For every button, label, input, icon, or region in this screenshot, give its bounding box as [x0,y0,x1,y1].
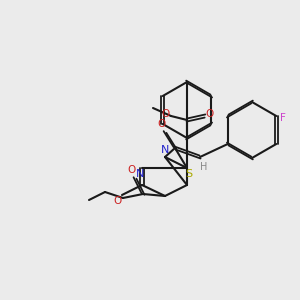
Text: O: O [206,109,214,119]
Text: H: H [200,162,208,172]
Text: N: N [161,145,169,155]
Text: O: O [158,119,166,129]
Text: F: F [280,113,286,123]
Text: O: O [128,165,136,175]
Text: S: S [185,169,193,179]
Text: N: N [136,169,144,179]
Text: O: O [162,109,170,119]
Text: O: O [114,196,122,206]
